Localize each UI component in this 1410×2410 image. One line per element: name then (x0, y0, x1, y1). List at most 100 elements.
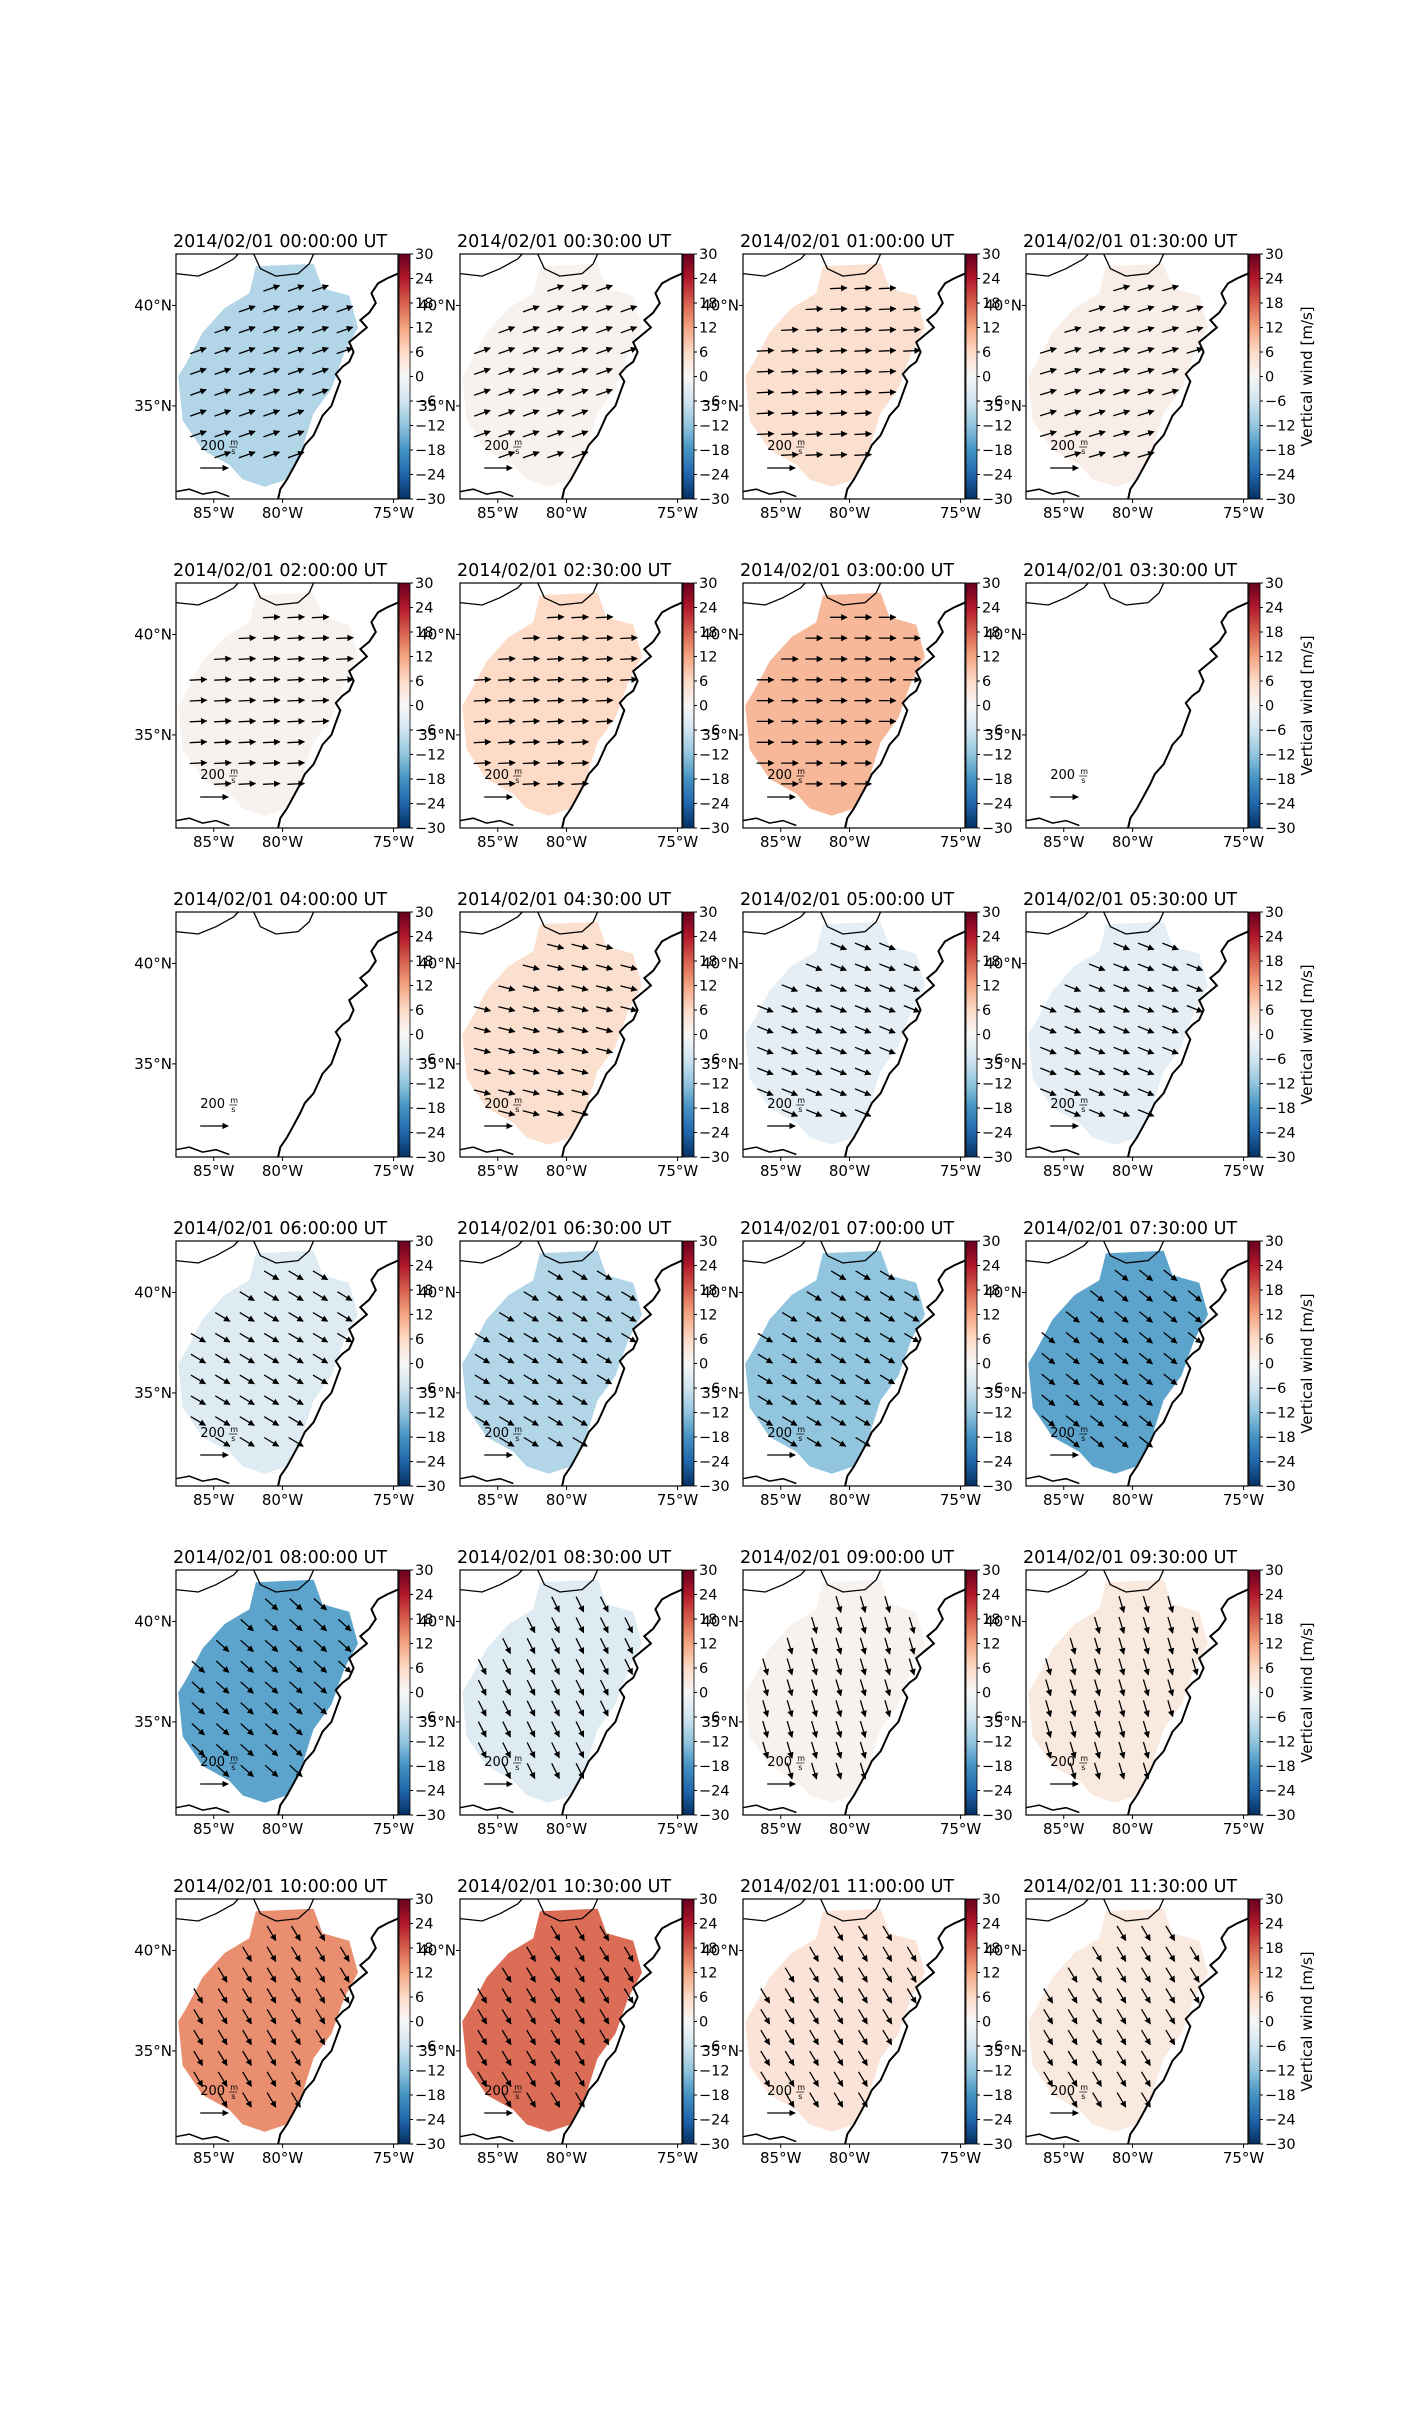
wind-arrow (264, 1618, 279, 1632)
wind-arrow (829, 326, 848, 334)
wind-arrow (1065, 1436, 1080, 1448)
wind-arrow (1137, 1088, 1155, 1097)
colorbar-tick-label: −18 (415, 443, 446, 459)
gulf-coastline (459, 1804, 514, 1814)
lat-tick-label: 40°N (701, 1941, 739, 1959)
lon-tick-label: 75°W (373, 504, 415, 522)
colorbar (1248, 911, 1261, 1158)
wind-arrow (806, 1353, 822, 1364)
wind-arrow (784, 1967, 795, 1983)
wind-arrow (1041, 1352, 1056, 1365)
colorbar-tick-label: 24 (699, 601, 717, 617)
wind-arrow (215, 1681, 230, 1694)
wind-arrow (835, 1596, 843, 1614)
wind-arrow (1043, 2050, 1054, 2067)
wind-arrow (498, 1374, 515, 1385)
wind-arrow (498, 697, 516, 704)
wind-arrow (287, 634, 306, 642)
reference-vector-value: 200 (484, 1097, 509, 1112)
wind-arrow (830, 1291, 847, 1302)
colorbar (965, 253, 978, 500)
wind-arrow (289, 1660, 303, 1673)
wind-arrow (477, 1679, 487, 1696)
wind-arrow (477, 1742, 487, 1759)
colorbar-tick-label: −24 (699, 1126, 730, 1142)
wind-arrow (1089, 1394, 1105, 1407)
colorbar-tick-label: −12 (699, 1735, 730, 1751)
wind-arrow (1089, 1352, 1105, 1365)
wind-arrow (857, 1925, 868, 1942)
colorbar-tick-label: −6 (699, 1710, 720, 1726)
lake-shoreline (537, 582, 599, 606)
lon-tick-label: 85°W (1043, 1162, 1085, 1180)
wind-arrow (857, 2050, 868, 2067)
wind-arrow (473, 1068, 492, 1076)
wind-arrow (595, 634, 614, 642)
wind-arrow (312, 346, 329, 355)
colorbar-tick-label: 30 (982, 905, 1000, 921)
wind-arrow (498, 326, 516, 334)
wind-arrow (1114, 1415, 1129, 1427)
wind-arrow (337, 1332, 353, 1343)
wind-arrow (1040, 1025, 1057, 1034)
wind-arrow (214, 1436, 231, 1447)
wind-arrow (522, 305, 540, 313)
wind-arrow (830, 1312, 847, 1322)
colorbar-tick-label: 24 (982, 272, 1000, 288)
wind-arrow (574, 2008, 585, 2025)
wind-arrow (857, 2008, 868, 2025)
wind-arrow (859, 1637, 867, 1655)
wind-arrow (526, 1638, 536, 1655)
colorbar (965, 1569, 978, 1816)
colorbar-tick-label: −30 (1265, 492, 1296, 508)
wind-arrow (620, 326, 638, 334)
wind-arrow (882, 1967, 893, 1983)
wind-arrow (599, 2029, 610, 2046)
wind-arrow (1140, 1967, 1151, 1983)
wind-vector-field (756, 284, 921, 459)
colorbar-tick-label: 24 (415, 1917, 433, 1933)
wind-arrow (1067, 1988, 1078, 2004)
wind-arrow (1088, 1067, 1106, 1076)
lon-tick-label: 85°W (760, 833, 802, 851)
wind-arrow (854, 284, 873, 292)
wind-arrow (217, 1988, 228, 2004)
wind-arrow (189, 676, 208, 683)
wind-arrow (239, 1374, 255, 1385)
wind-arrow (599, 1596, 609, 1613)
wind-arrow (784, 2050, 795, 2067)
wind-arrow (215, 1702, 230, 1715)
vertical-wind-field (462, 1579, 642, 1803)
colorbar (965, 911, 978, 1158)
wind-arrow (623, 1946, 634, 1962)
wind-arrow (781, 1067, 799, 1076)
wind-arrow (835, 1762, 843, 1780)
wind-arrow (498, 1416, 515, 1426)
wind-arrow (809, 1946, 819, 1962)
wind-arrow (523, 1395, 539, 1406)
wind-arrow (1065, 1415, 1080, 1427)
wind-arrow (313, 1639, 328, 1653)
wind-arrow (312, 388, 329, 396)
wind-arrow (263, 346, 281, 355)
reference-vector-unit-numerator: m (514, 2083, 522, 2092)
wind-arrow (1088, 1025, 1106, 1034)
reference-vector-value: 200 (200, 1097, 225, 1112)
colorbar-tick-label: −24 (1265, 468, 1296, 484)
colorbar-tick-label: −6 (415, 394, 436, 410)
colorbar-tick-label: 24 (982, 1917, 1000, 1933)
wind-arrow (551, 1721, 560, 1738)
reference-vector-unit-numerator: m (1080, 1425, 1088, 1434)
colorbar-tick-label: 18 (1265, 625, 1283, 641)
map-frame (1025, 1898, 1249, 2145)
wind-arrow (290, 1988, 301, 2004)
wind-arrow (571, 738, 590, 746)
wind-arrow (786, 1720, 794, 1739)
lat-tick-label: 40°N (418, 954, 456, 972)
wind-arrow (1167, 1596, 1175, 1614)
wind-arrow (1118, 1616, 1126, 1634)
